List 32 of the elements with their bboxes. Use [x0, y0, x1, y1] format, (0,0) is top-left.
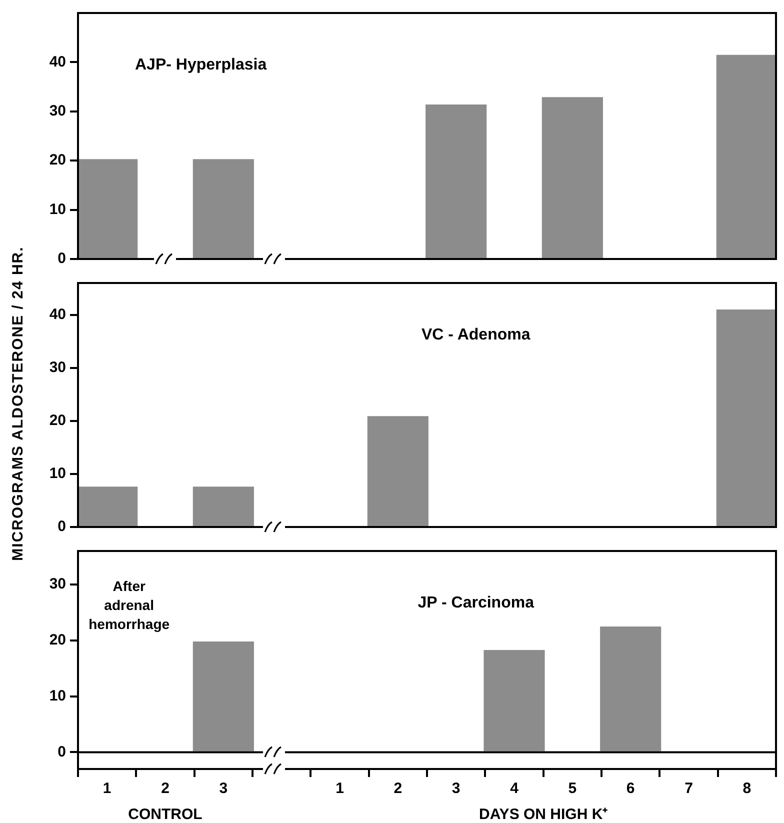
- text: JP - Carcinoma: [418, 594, 534, 612]
- x-tick-label: 4: [510, 780, 520, 798]
- y-tick-label: 0: [58, 743, 66, 760]
- y-tick-label: 40: [49, 53, 66, 70]
- y-axis-title: MICROGRAMS ALDOSTERONE / 24 HR.: [10, 245, 26, 563]
- x-tick-label: 3: [452, 780, 460, 798]
- y-tick-label: 40: [49, 306, 66, 323]
- x-tick-label: 8: [742, 780, 752, 798]
- text: CONTROL: [128, 806, 202, 823]
- x-tick-label: 5: [568, 780, 577, 798]
- y-tick-label: 30: [49, 102, 66, 120]
- y-tick-label: 0: [58, 250, 66, 268]
- text: DAYS ON HIGH K⁺: [479, 806, 608, 823]
- text: AJP- Hyperplasia: [135, 56, 267, 74]
- y-tick-label: 30: [49, 576, 66, 593]
- x-tick-label: 6: [626, 780, 635, 798]
- y-tick-label: 10: [49, 200, 66, 218]
- x-tick-label: 2: [161, 780, 170, 798]
- y-tick-label: 10: [49, 465, 66, 482]
- y-tick-label: 20: [49, 152, 66, 169]
- annotation: After adrenal hemorrhage: [88, 578, 170, 632]
- y-tick-label: 0: [58, 518, 66, 536]
- y-tick-label: 30: [49, 359, 66, 376]
- y-tick-label: 10: [49, 687, 66, 704]
- x-tick-label: 1: [102, 780, 112, 798]
- x-tick-label: 2: [394, 780, 402, 798]
- y-tick-label: 20: [49, 632, 66, 649]
- text: VC - Adenoma: [421, 326, 530, 344]
- y-tick-label: 20: [49, 412, 66, 430]
- x-tick-label: 3: [219, 780, 228, 798]
- x-tick-label: 7: [684, 780, 693, 798]
- x-tick-label: 1: [336, 780, 344, 798]
